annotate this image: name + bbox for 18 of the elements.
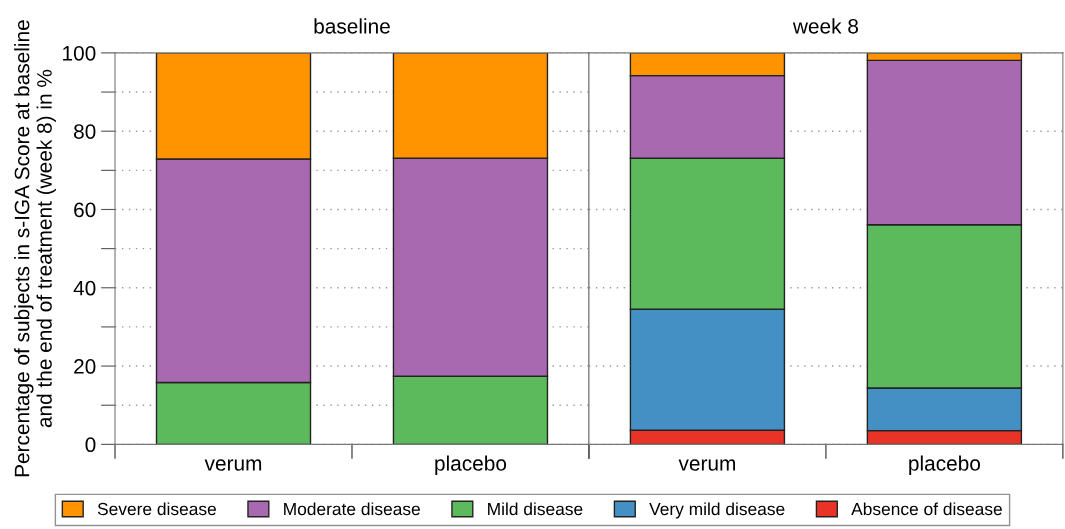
- x-tick-label: placebo: [435, 455, 507, 475]
- x-tick-label: placebo: [909, 455, 981, 475]
- y-axis-title: Percentage of subjects in s-IGA Score at baseline and the end of treatment (week 8) in %: [14, 20, 56, 477]
- y-tick-label: 20: [74, 359, 96, 374]
- legend-label: Very mild disease: [649, 502, 785, 519]
- y-tick-label: 80: [74, 124, 96, 139]
- legend-label: Moderate disease: [284, 502, 420, 516]
- y-tick-label: 100: [63, 45, 96, 61]
- x-tick-label: verum: [204, 459, 262, 471]
- legend-label: Severe disease: [97, 502, 216, 516]
- chart-title: week 8: [792, 18, 859, 34]
- legend-label: Mild disease: [488, 502, 583, 516]
- y-tick-label: 40: [73, 280, 96, 296]
- legend-label: Absence of disease: [851, 502, 1002, 516]
- x-tick-label: verum: [678, 459, 735, 471]
- y-tick-label: 60: [74, 202, 96, 218]
- chart-title: baseline: [314, 18, 390, 34]
- y-tick-label: 0: [85, 437, 96, 453]
